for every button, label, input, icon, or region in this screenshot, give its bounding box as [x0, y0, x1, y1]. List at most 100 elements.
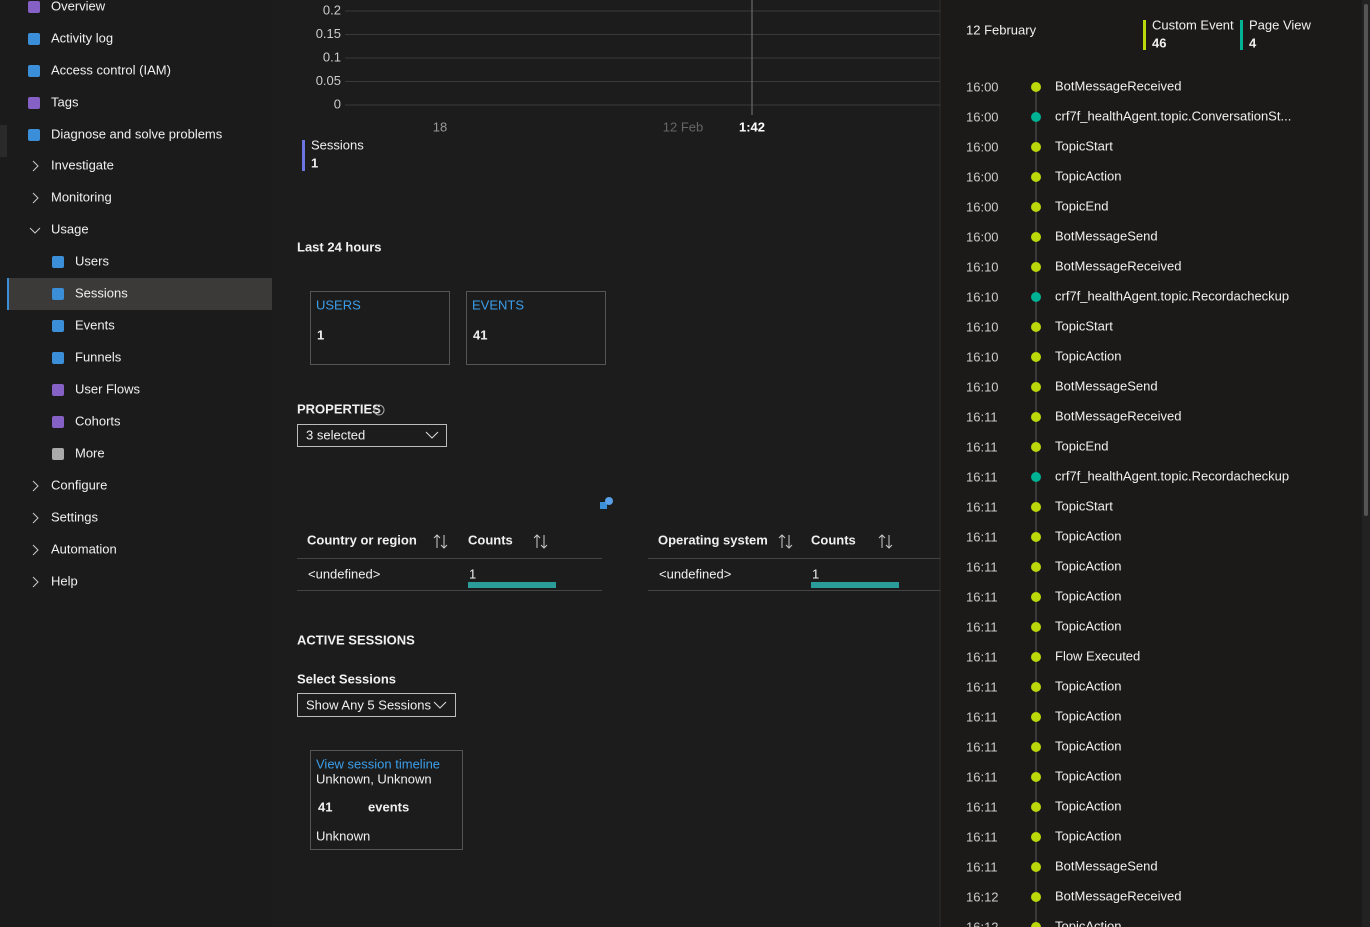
event-name[interactable]: BotMessageSend	[1055, 378, 1158, 393]
properties-dropdown[interactable]	[297, 424, 447, 447]
event-time: 16:11	[966, 649, 998, 664]
event-name[interactable]: TopicAction	[1055, 168, 1121, 183]
session-card[interactable]	[310, 750, 463, 850]
nav-item[interactable]: More	[75, 445, 105, 460]
event-name[interactable]: TopicAction	[1055, 828, 1121, 843]
session-location: Unknown, Unknown	[316, 771, 432, 786]
event-name[interactable]: crf7f_healthAgent.topic.Recordacheckup	[1055, 288, 1289, 303]
nav-item[interactable]: Events	[75, 317, 115, 332]
nav-selected-bar	[7, 278, 9, 310]
column-header[interactable]: Country or region	[307, 532, 417, 547]
scrollbar-thumb[interactable]	[1364, 4, 1368, 516]
sort-icon[interactable]	[433, 534, 448, 549]
nav-group[interactable]: Investigate	[51, 157, 114, 172]
sort-icon[interactable]	[878, 534, 893, 549]
event-time: 16:11	[966, 859, 998, 874]
event-name[interactable]: TopicAction	[1055, 798, 1121, 813]
event-time: 16:11	[966, 469, 998, 484]
dropdown-text: 3 selected	[306, 427, 365, 442]
panel-bg	[940, 0, 1370, 927]
chevron	[32, 480, 39, 492]
nav-item[interactable]: Cohorts	[75, 413, 121, 428]
nav-group[interactable]: Settings	[51, 509, 98, 524]
event-name[interactable]: crf7f_healthAgent.topic.Recordacheckup	[1055, 468, 1289, 483]
event-dot	[1031, 562, 1041, 572]
card-value: 41	[473, 327, 487, 342]
event-name[interactable]: crf7f_healthAgent.topic.ConversationSt..…	[1055, 108, 1291, 123]
event-name[interactable]: BotMessageReceived	[1055, 888, 1181, 903]
legend-swatch	[1143, 20, 1146, 50]
event-name[interactable]: TopicEnd	[1055, 198, 1108, 213]
event-name[interactable]: BotMessageReceived	[1055, 78, 1181, 93]
event-name[interactable]: TopicEnd	[1055, 438, 1108, 453]
info-icon[interactable]	[373, 404, 385, 416]
event-name[interactable]: TopicAction	[1055, 768, 1121, 783]
count-bar	[811, 582, 899, 588]
sort-icon[interactable]	[778, 534, 793, 549]
nav-item[interactable]: User Flows	[75, 381, 141, 396]
event-time: 16:00	[966, 79, 999, 94]
event-name[interactable]: BotMessageSend	[1055, 858, 1158, 873]
nav-group[interactable]: Automation	[51, 541, 117, 556]
summary-card	[310, 291, 450, 365]
event-name[interactable]: TopicAction	[1055, 528, 1121, 543]
nav-link[interactable]: Access control (IAM)	[51, 62, 171, 77]
nav-link[interactable]: Activity log	[51, 30, 113, 45]
nav-link[interactable]: Diagnose and solve problems	[51, 126, 223, 141]
nav-link[interactable]: Overview	[51, 0, 106, 13]
event-name[interactable]: BotMessageSend	[1055, 228, 1158, 243]
event-time: 16:11	[966, 739, 998, 754]
cell-value: 1	[812, 566, 819, 581]
sidebar-edge	[0, 125, 7, 157]
event-time: 16:10	[966, 319, 999, 334]
event-name[interactable]: BotMessageReceived	[1055, 408, 1181, 423]
event-dot	[1031, 892, 1041, 902]
event-time: 16:12	[966, 889, 999, 904]
event-name[interactable]: TopicAction	[1055, 618, 1121, 633]
nav-icon	[52, 320, 64, 332]
nav-group[interactable]: Usage	[51, 221, 89, 236]
sessions-dropdown[interactable]	[297, 693, 456, 717]
column-header[interactable]: Counts	[468, 532, 513, 547]
dropdown-chevron	[433, 701, 447, 709]
session-footer: Unknown	[316, 828, 370, 843]
column-header[interactable]: Operating system	[658, 532, 768, 547]
event-name[interactable]: TopicAction	[1055, 918, 1121, 927]
nav-item[interactable]: Funnels	[75, 349, 122, 364]
event-name[interactable]: TopicAction	[1055, 678, 1121, 693]
event-name[interactable]: TopicAction	[1055, 708, 1121, 723]
event-name[interactable]: TopicAction	[1055, 588, 1121, 603]
nav-icon	[52, 448, 64, 460]
nav-group[interactable]: Monitoring	[51, 189, 112, 204]
x-tick-label: 18	[433, 119, 447, 134]
event-name[interactable]: TopicAction	[1055, 348, 1121, 363]
event-time: 16:00	[966, 229, 999, 244]
event-dot	[1031, 382, 1041, 392]
session-unit: events	[368, 799, 409, 814]
properties-label: PROPERTIES	[297, 401, 381, 416]
column-header[interactable]: Counts	[811, 532, 856, 547]
nav-group[interactable]: Help	[51, 573, 78, 588]
event-name[interactable]: TopicAction	[1055, 558, 1121, 573]
event-name[interactable]: TopicStart	[1055, 498, 1113, 513]
event-time: 16:11	[966, 529, 998, 544]
legend-swatch	[302, 140, 305, 171]
nav-group[interactable]: Configure	[51, 477, 107, 492]
event-name[interactable]: Flow Executed	[1055, 648, 1140, 663]
nav-link[interactable]: Tags	[51, 94, 79, 109]
nav-icon	[28, 65, 40, 77]
event-dot	[1031, 232, 1041, 242]
event-name[interactable]: TopicAction	[1055, 738, 1121, 753]
cell: <undefined>	[659, 566, 731, 581]
sort-icon[interactable]	[533, 534, 548, 549]
nav-item[interactable]: Sessions	[75, 285, 128, 300]
event-dot	[1031, 682, 1041, 692]
event-name[interactable]: BotMessageReceived	[1055, 258, 1181, 273]
event-name[interactable]: TopicStart	[1055, 318, 1113, 333]
event-name[interactable]: TopicStart	[1055, 138, 1113, 153]
workbook-icon[interactable]	[600, 502, 607, 509]
nav-item[interactable]: Users	[75, 253, 109, 268]
legend-value: 1	[311, 155, 318, 170]
session-link[interactable]: View session timeline	[316, 756, 440, 771]
legend-value: 46	[1152, 35, 1166, 50]
